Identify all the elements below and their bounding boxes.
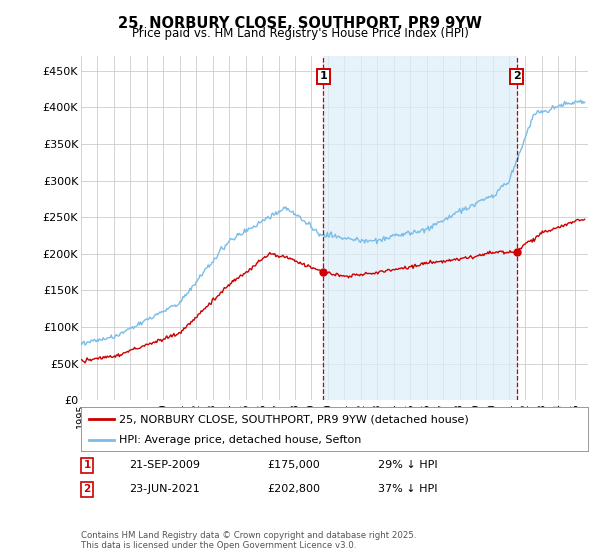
Text: 25, NORBURY CLOSE, SOUTHPORT, PR9 9YW: 25, NORBURY CLOSE, SOUTHPORT, PR9 9YW [118,16,482,31]
Text: 25, NORBURY CLOSE, SOUTHPORT, PR9 9YW (detached house): 25, NORBURY CLOSE, SOUTHPORT, PR9 9YW (d… [119,414,469,424]
Text: Contains HM Land Registry data © Crown copyright and database right 2025.
This d: Contains HM Land Registry data © Crown c… [81,531,416,550]
Text: 1: 1 [319,72,327,82]
Text: 1: 1 [83,460,91,470]
Bar [323,56,517,400]
Text: Price paid vs. HM Land Registry's House Price Index (HPI): Price paid vs. HM Land Registry's House … [131,27,469,40]
Text: £202,800: £202,800 [267,484,320,494]
Text: 37% ↓ HPI: 37% ↓ HPI [378,484,437,494]
Text: 23-JUN-2021: 23-JUN-2021 [129,484,200,494]
Text: £175,000: £175,000 [267,460,320,470]
Text: 2: 2 [83,484,91,494]
Text: HPI: Average price, detached house, Sefton: HPI: Average price, detached house, Seft… [119,435,361,445]
Text: 29% ↓ HPI: 29% ↓ HPI [378,460,437,470]
Text: 21-SEP-2009: 21-SEP-2009 [129,460,200,470]
Text: 2: 2 [513,72,521,82]
